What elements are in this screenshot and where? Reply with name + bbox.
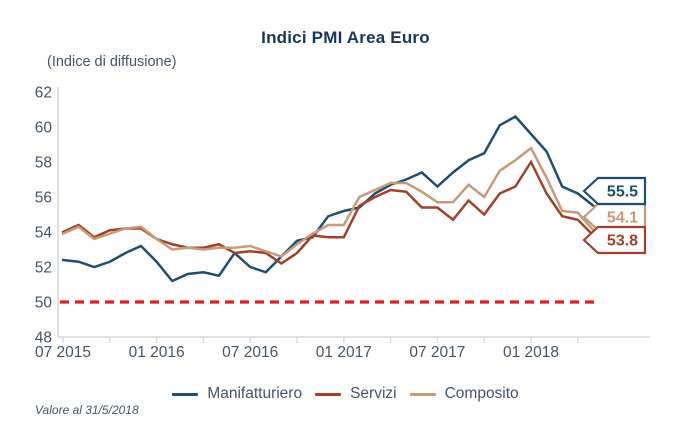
legend-label-manifatturiero: Manifatturiero	[207, 385, 303, 402]
x-axis-tick-label: 07 2017	[409, 344, 465, 361]
y-axis-tick-label: 54	[35, 225, 53, 242]
y-axis-tick-label: 58	[35, 155, 52, 172]
legend-swatch-composito	[409, 392, 436, 396]
legend-swatch-servizi	[315, 392, 342, 396]
y-axis-tick-label: 56	[35, 190, 52, 207]
y-axis-tick-label: 48	[35, 330, 52, 347]
chart-title: Indici PMI Area Euro	[261, 28, 430, 47]
end-label-tag-servizi	[582, 225, 647, 255]
y-axis-tick-label: 52	[35, 260, 52, 277]
end-label-value-servizi: 53.8	[607, 233, 638, 250]
end-label-value-manifatturiero: 55.5	[607, 184, 638, 201]
y-axis-tick-label: 50	[35, 295, 53, 312]
legend-item-manifatturiero: Manifatturiero	[172, 385, 302, 403]
series-line-manifatturiero	[61, 114, 595, 283]
legend-swatch-manifatturiero	[172, 392, 199, 396]
x-axis-tick-label: 07 2016	[222, 344, 278, 361]
legend-label-servizi: Servizi	[350, 385, 397, 402]
legend-label-composito: Composito	[444, 385, 519, 402]
end-label-tag-manifatturiero	[582, 176, 647, 206]
chart-legend: Manifatturiero Servizi Composito	[0, 385, 691, 403]
y-axis-tick-label: 62	[35, 85, 52, 102]
end-label-value-composito: 54.1	[607, 210, 638, 227]
footnote-value-date: Valore al 31/5/2018	[35, 403, 139, 417]
x-axis-tick-label: 07 2015	[35, 344, 91, 361]
legend-item-composito: Composito	[409, 385, 519, 403]
x-axis-tick-label: 01 2017	[316, 344, 372, 361]
y-axis-tick-label: 60	[35, 120, 53, 137]
chart-subtitle: (Indice di diffusione)	[47, 54, 177, 70]
legend-item-servizi: Servizi	[315, 385, 397, 403]
x-axis-tick-label: 01 2018	[503, 344, 559, 361]
series-line-composito	[61, 146, 595, 258]
x-axis-tick-label: 01 2016	[129, 344, 185, 361]
